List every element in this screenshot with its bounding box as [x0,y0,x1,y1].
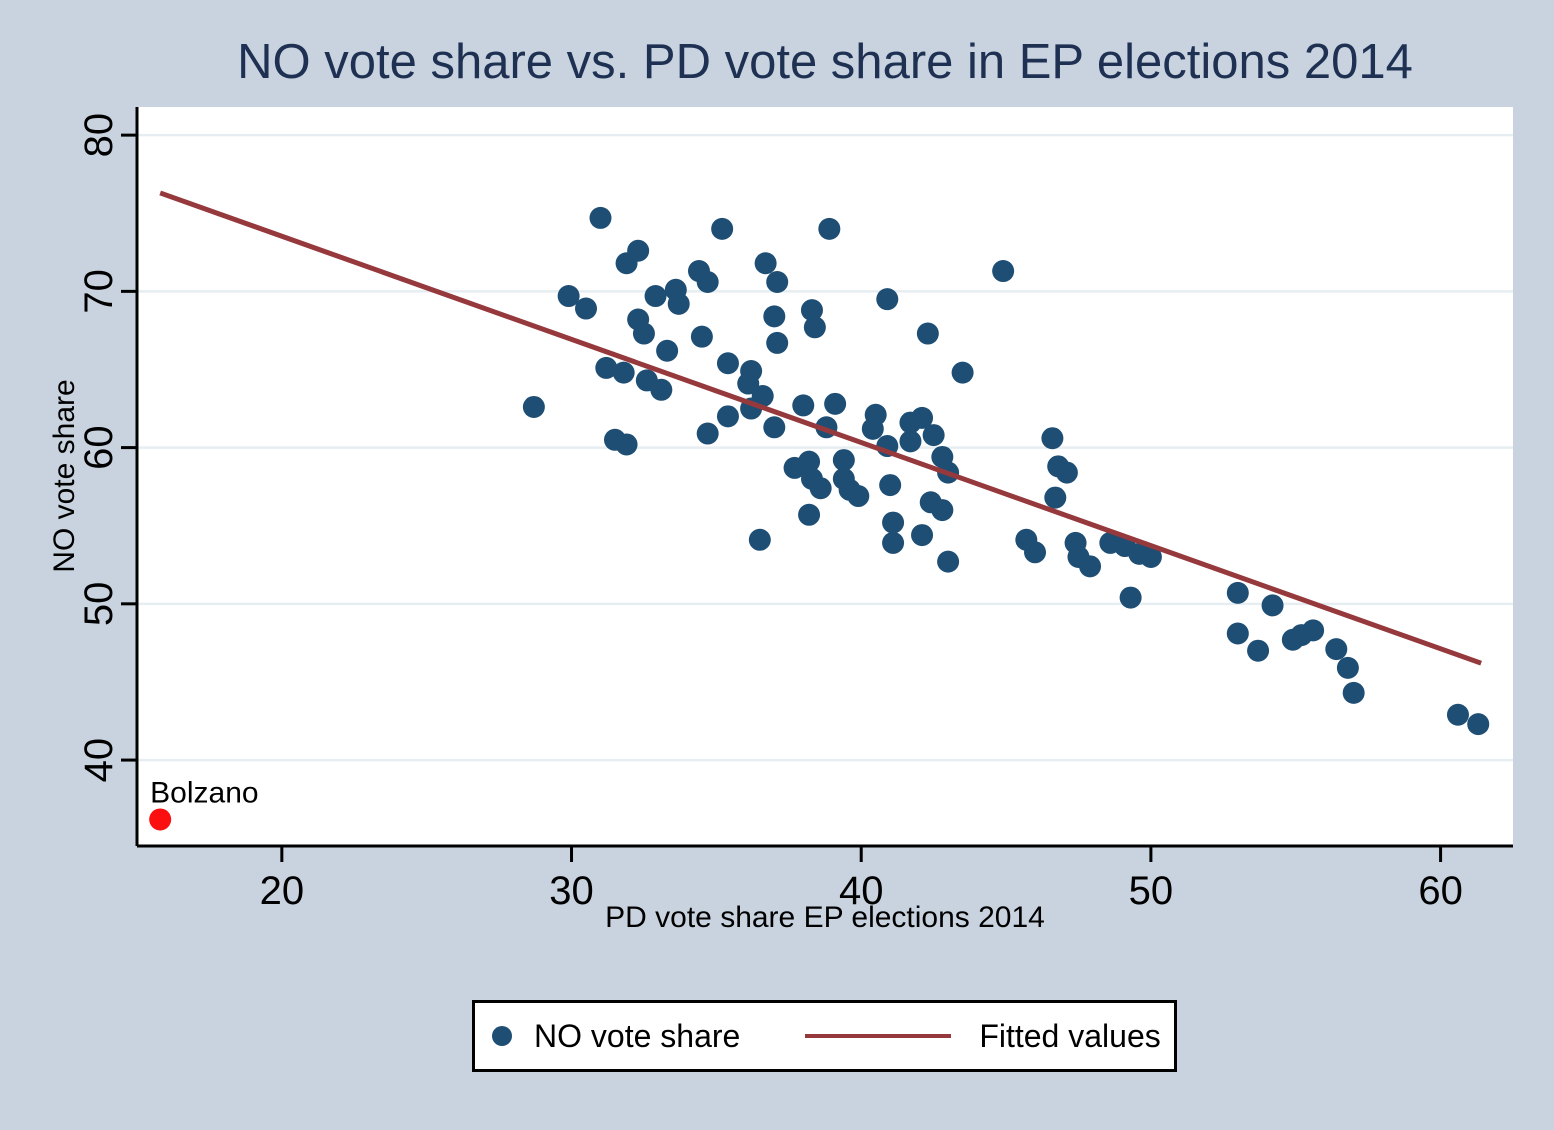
scatter-point [1226,622,1249,645]
scatter-point [1139,545,1162,568]
scatter-point [824,392,847,415]
scatter-point [766,331,789,354]
scatter-point [522,395,545,418]
scatter-point [922,424,945,447]
scatter-point [644,285,667,308]
scatter-point [754,252,777,275]
scatter-point [1055,461,1078,484]
scatter-point [832,449,855,472]
y-axis-title: NO vote share [48,379,81,573]
scatter-point [1044,486,1067,509]
x-tick-label: 20 [260,869,305,913]
scatter-point [656,339,679,362]
scatter-point [615,252,638,275]
scatter-point [911,406,934,429]
x-tick-label: 40 [839,869,884,913]
scatter-point [861,417,884,440]
scatter-point [690,325,713,348]
scatter-point [748,528,771,551]
scatter-point [696,270,719,293]
scatter-point [1041,427,1064,450]
scatter-point [589,206,612,229]
scatter-point [632,322,655,345]
scatter-point [798,503,821,526]
scatter-point [696,422,719,445]
scatter-point [716,405,739,428]
scatter-point [798,450,821,473]
bolzano-label: Bolzano [150,776,258,809]
scatter-point [1119,586,1142,609]
bolzano-point [149,808,172,831]
scatter-point [1079,555,1102,578]
y-tick-label: 80 [77,113,121,158]
chart-title: NO vote share vs. PD vote share in EP el… [237,35,1413,89]
scatter-point [992,260,1015,283]
scatter-point [1226,581,1249,604]
scatter-point [1261,594,1284,617]
x-tick-label: 60 [1418,869,1463,913]
fitted-line [159,190,1482,666]
scatter-point [803,316,826,339]
y-tick-label: 70 [77,269,121,314]
scatter-point [1024,541,1047,564]
y-tick-label: 60 [77,425,121,470]
scatter-point [899,430,922,453]
scatter-point [792,394,815,417]
scatter-point [876,288,899,311]
scatter-point [557,285,580,308]
legend-label-fitted-values: Fitted values [979,1017,1161,1054]
scatter-point [882,511,905,534]
scatter-point [737,372,760,395]
scatter-point [882,531,905,554]
legend-line-marker-icon [805,1034,952,1038]
scatter-point [716,352,739,375]
scatter-point [650,378,673,401]
scatter-point [809,477,832,500]
scatter-point [612,361,635,384]
scatter-point [916,322,939,345]
scatter-point [1446,703,1469,726]
scatter-point [879,474,902,497]
scatter-point [937,550,960,573]
scatter-point [1247,639,1270,662]
legend-label-no-vote-share: NO vote share [534,1017,741,1054]
scatter-point [667,292,690,315]
scatter-point [847,485,870,508]
scatter-point [1467,713,1490,736]
scatter-point [818,217,841,240]
x-tick-label: 50 [1129,869,1174,913]
scatter-point [931,499,954,522]
scatter-point [1342,681,1365,704]
scatter-point [951,361,974,384]
scatter-point [575,297,598,320]
scatter-point [763,305,786,328]
scatter-point [763,416,786,439]
scatter-point [1325,638,1348,661]
x-tick-label: 30 [549,869,594,913]
scatter-point [595,356,618,379]
scatter-point [800,299,823,322]
scatter-point [766,270,789,293]
scatter-point [615,433,638,456]
scatter-point [911,524,934,547]
y-tick-label: 50 [77,582,121,627]
scatter-point [1336,656,1359,679]
scatter-point [711,217,734,240]
plot-background [137,107,1513,846]
y-tick-label: 40 [77,738,121,783]
legend: NO vote share Fitted values [472,1000,1177,1072]
legend-scatter-marker-icon [492,1026,512,1046]
scatter-point [1302,619,1325,642]
x-axis-title: PD vote share EP elections 2014 [605,901,1045,934]
